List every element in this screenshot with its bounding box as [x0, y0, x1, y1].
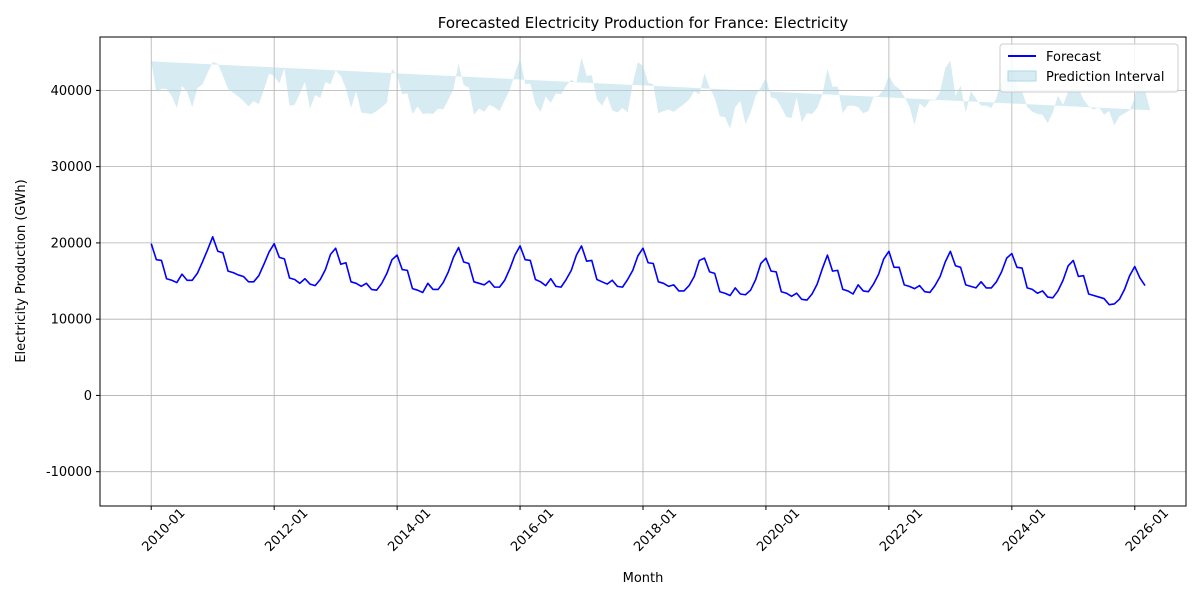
- legend: Forecast Prediction Interval: [999, 43, 1179, 93]
- y-tick-label: 30000: [51, 160, 92, 175]
- y-tick-label: 10000: [51, 313, 92, 328]
- y-tick-label: 0: [84, 389, 92, 404]
- forecast-line-group: [150, 236, 1146, 306]
- y-axis-label: Electricity Production (GWh): [14, 179, 29, 362]
- legend-box: [999, 43, 1179, 93]
- forecast-line: [150, 236, 1146, 306]
- legend-interval-label: Prediction Interval: [1046, 70, 1165, 85]
- prediction-interval-band: [151, 57, 1151, 129]
- y-tick-label: 20000: [51, 236, 92, 251]
- x-axis-label: Month: [623, 571, 664, 586]
- y-tick-label: 40000: [51, 84, 92, 99]
- chart-title: Forecasted Electricity Production for Fr…: [438, 14, 849, 32]
- legend-interval-swatch: [1007, 70, 1037, 82]
- grid: [100, 37, 1186, 506]
- y-tick-label: -10000: [46, 465, 92, 480]
- prediction-interval-area: [151, 57, 1151, 129]
- y-axis-ticks: -10000 0 10000 20000 30000 40000: [46, 84, 100, 480]
- legend-forecast-label: Forecast: [1046, 50, 1101, 65]
